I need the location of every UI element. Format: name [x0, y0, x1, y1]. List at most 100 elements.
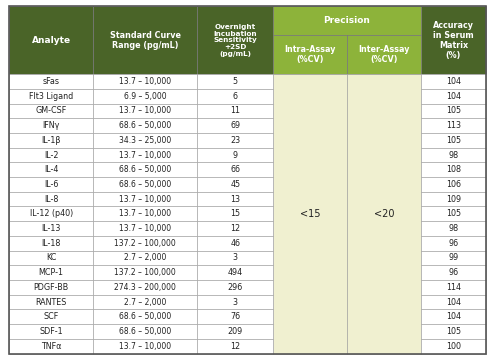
Text: 23: 23	[230, 136, 240, 145]
Bar	[94, 148, 197, 162]
Text: 9: 9	[233, 150, 238, 159]
Text: 12: 12	[230, 224, 240, 233]
Bar	[9, 192, 94, 207]
Bar	[421, 192, 486, 207]
Bar	[9, 309, 94, 324]
Text: 11: 11	[230, 107, 240, 116]
Text: 105: 105	[446, 209, 461, 218]
Text: RANTES: RANTES	[36, 298, 67, 307]
Bar	[94, 221, 197, 236]
Text: IL-2: IL-2	[44, 150, 58, 159]
Bar	[347, 35, 421, 74]
Bar	[421, 74, 486, 89]
Text: 6.9 – 5,000: 6.9 – 5,000	[124, 92, 166, 101]
Text: 68.6 – 50,000: 68.6 – 50,000	[119, 312, 171, 321]
Bar	[94, 265, 197, 280]
Text: 209: 209	[228, 327, 243, 336]
Text: MCP-1: MCP-1	[39, 268, 64, 277]
Text: 274.3 – 200,000: 274.3 – 200,000	[114, 283, 176, 292]
Text: 98: 98	[448, 150, 458, 159]
Bar	[9, 339, 94, 354]
Bar	[9, 133, 94, 148]
Bar	[421, 133, 486, 148]
Text: 13.7 – 10,000: 13.7 – 10,000	[119, 195, 171, 204]
Bar	[94, 89, 197, 104]
Bar	[94, 207, 197, 221]
Bar	[197, 6, 273, 74]
Text: 113: 113	[446, 121, 461, 130]
Text: 137.2 – 100,000: 137.2 – 100,000	[114, 239, 176, 248]
Text: IFNγ: IFNγ	[43, 121, 60, 130]
Bar	[94, 133, 197, 148]
Text: SCF: SCF	[44, 312, 59, 321]
Bar	[273, 35, 347, 74]
Bar	[197, 148, 273, 162]
Bar	[197, 74, 273, 89]
Text: Precision: Precision	[324, 16, 370, 25]
Text: 13: 13	[230, 195, 240, 204]
Bar	[421, 339, 486, 354]
Bar	[9, 207, 94, 221]
Bar	[421, 89, 486, 104]
Text: IL-6: IL-6	[44, 180, 58, 189]
Bar	[197, 251, 273, 265]
Text: Accuracy
in Serum
Matrix
(%): Accuracy in Serum Matrix (%)	[433, 21, 474, 60]
Bar	[421, 177, 486, 192]
Text: 68.6 – 50,000: 68.6 – 50,000	[119, 165, 171, 174]
Bar	[94, 118, 197, 133]
Bar	[197, 118, 273, 133]
Bar	[94, 324, 197, 339]
Text: IL-1β: IL-1β	[42, 136, 61, 145]
Bar	[94, 177, 197, 192]
Bar	[94, 339, 197, 354]
Text: 13.7 – 10,000: 13.7 – 10,000	[119, 209, 171, 218]
Bar	[421, 236, 486, 251]
Bar	[94, 236, 197, 251]
Bar	[9, 251, 94, 265]
Text: IL-18: IL-18	[42, 239, 61, 248]
Bar	[197, 265, 273, 280]
Bar	[197, 236, 273, 251]
Text: 105: 105	[446, 107, 461, 116]
Text: 104: 104	[446, 77, 461, 86]
Text: IL-13: IL-13	[42, 224, 61, 233]
Text: 98: 98	[448, 224, 458, 233]
Bar	[421, 148, 486, 162]
Bar	[197, 221, 273, 236]
Bar	[94, 309, 197, 324]
Text: 104: 104	[446, 92, 461, 101]
Bar	[197, 192, 273, 207]
Text: 494: 494	[228, 268, 243, 277]
Text: sFas: sFas	[43, 77, 60, 86]
Bar	[197, 309, 273, 324]
Text: 34.3 – 25,000: 34.3 – 25,000	[119, 136, 171, 145]
Text: 3: 3	[233, 253, 238, 262]
Text: 5: 5	[233, 77, 238, 86]
Text: 100: 100	[446, 342, 461, 351]
Text: 105: 105	[446, 327, 461, 336]
Bar	[94, 280, 197, 295]
Bar	[94, 6, 197, 74]
Bar	[197, 133, 273, 148]
Bar	[94, 251, 197, 265]
Bar	[347, 74, 421, 354]
Text: IL-4: IL-4	[44, 165, 58, 174]
Bar	[9, 89, 94, 104]
Text: Inter-Assay
(%CV): Inter-Assay (%CV)	[358, 45, 409, 64]
Bar	[94, 104, 197, 118]
Text: SDF-1: SDF-1	[40, 327, 63, 336]
Text: 66: 66	[230, 165, 240, 174]
Bar	[421, 265, 486, 280]
Text: <20: <20	[374, 209, 394, 219]
Bar	[9, 280, 94, 295]
Text: PDGF-BB: PDGF-BB	[34, 283, 69, 292]
Text: 296: 296	[228, 283, 243, 292]
Text: 104: 104	[446, 312, 461, 321]
Bar	[9, 265, 94, 280]
Text: Analyte: Analyte	[32, 36, 71, 45]
Bar	[9, 177, 94, 192]
Text: 6: 6	[233, 92, 238, 101]
Bar	[9, 74, 94, 89]
Text: 96: 96	[448, 239, 458, 248]
Text: 13.7 – 10,000: 13.7 – 10,000	[119, 107, 171, 116]
